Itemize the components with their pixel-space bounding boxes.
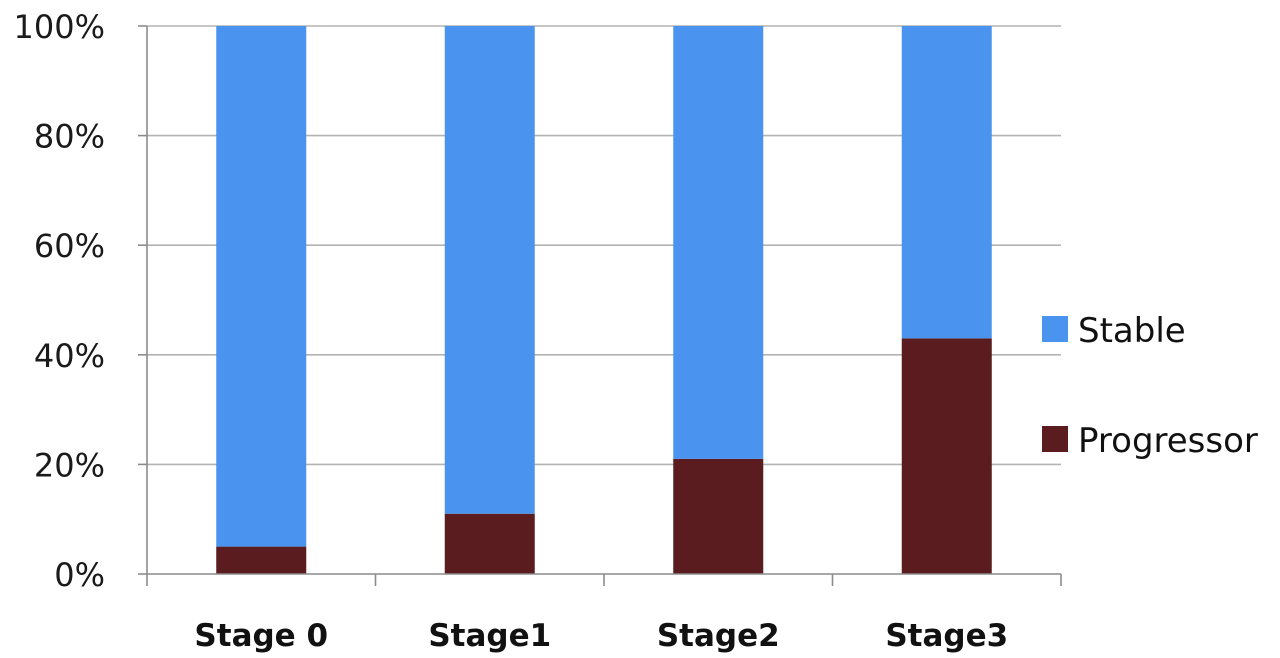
y-tick-labels: 0% 20% 40% 60% 80% 100% [14, 8, 105, 594]
x-tick-label: Stage2 [657, 618, 780, 654]
bars [216, 26, 992, 574]
legend: Stable Progressor [1042, 311, 1258, 461]
x-tick-label: Stage1 [428, 618, 551, 654]
x-tick-label: Stage3 [885, 618, 1008, 654]
bar-stable-stage2 [673, 26, 764, 459]
x-tick-labels: Stage 0 Stage1 Stage2 Stage3 [194, 618, 1008, 654]
legend-label-stable: Stable [1078, 311, 1186, 351]
y-tick-label: 100% [14, 8, 105, 46]
y-tick-label: 20% [34, 446, 105, 484]
bar-progressor-stage1 [444, 513, 535, 574]
y-tick-label: 60% [34, 227, 105, 265]
legend-swatch-stable [1042, 316, 1068, 342]
legend-swatch-progressor [1042, 426, 1068, 452]
y-tick-label: 80% [34, 118, 105, 156]
y-tick-label: 40% [34, 337, 105, 375]
bar-progressor-stage2 [673, 458, 764, 574]
legend-label-progressor: Progressor [1078, 421, 1258, 461]
bar-stable-stage-0 [216, 26, 307, 547]
bar-progressor-stage3 [901, 338, 992, 574]
y-tick-label: 0% [54, 556, 105, 594]
x-tick-label: Stage 0 [194, 618, 328, 654]
bar-stable-stage1 [444, 26, 535, 514]
axes [138, 25, 1062, 586]
bar-stable-stage3 [901, 26, 992, 339]
bar-progressor-stage-0 [216, 546, 307, 574]
